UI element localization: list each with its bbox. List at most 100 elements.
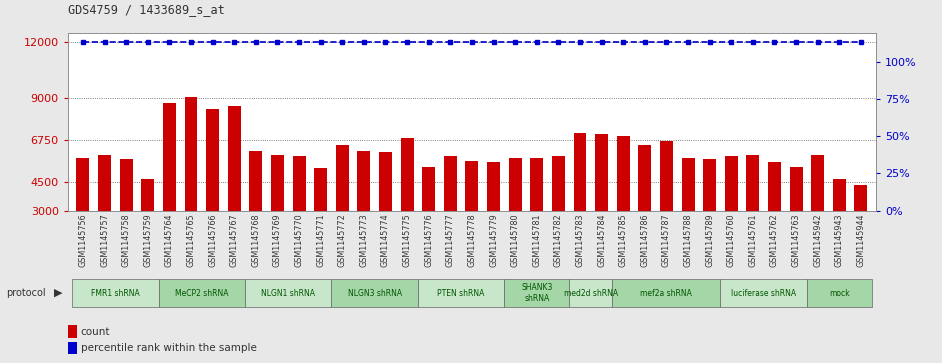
- Text: GDS4759 / 1433689_s_at: GDS4759 / 1433689_s_at: [68, 3, 224, 16]
- Text: GSM1145777: GSM1145777: [446, 213, 455, 267]
- Text: GSM1145786: GSM1145786: [641, 213, 649, 266]
- Bar: [612, 279, 721, 307]
- Text: GSM1145784: GSM1145784: [597, 213, 606, 266]
- Text: GSM1145769: GSM1145769: [273, 213, 282, 267]
- Bar: [509, 158, 522, 267]
- Text: GSM1145788: GSM1145788: [684, 213, 692, 266]
- Text: GSM1145783: GSM1145783: [576, 213, 584, 266]
- Text: GSM1145780: GSM1145780: [511, 213, 520, 266]
- Text: GSM1145764: GSM1145764: [165, 213, 174, 266]
- Text: GSM1145774: GSM1145774: [381, 213, 390, 267]
- Text: GSM1145778: GSM1145778: [467, 213, 477, 267]
- Bar: [379, 152, 392, 267]
- Text: GSM1145770: GSM1145770: [295, 213, 303, 267]
- Bar: [569, 279, 612, 307]
- Bar: [811, 155, 824, 267]
- Bar: [332, 279, 418, 307]
- Text: NLGN3 shRNA: NLGN3 shRNA: [348, 289, 401, 298]
- Text: GSM1145787: GSM1145787: [662, 213, 671, 267]
- Text: MeCP2 shRNA: MeCP2 shRNA: [175, 289, 229, 298]
- Text: GSM1145785: GSM1145785: [619, 213, 627, 267]
- Bar: [120, 159, 133, 267]
- Text: SHANK3
shRNA: SHANK3 shRNA: [521, 284, 552, 303]
- Bar: [98, 155, 111, 267]
- Bar: [504, 279, 569, 307]
- Text: GSM1145766: GSM1145766: [208, 213, 217, 266]
- Bar: [703, 159, 716, 267]
- Text: GSM1145944: GSM1145944: [856, 213, 866, 266]
- Bar: [68, 325, 77, 338]
- Text: GSM1145943: GSM1145943: [835, 213, 844, 266]
- Text: GSM1145761: GSM1145761: [748, 213, 757, 266]
- Text: GSM1145781: GSM1145781: [532, 213, 542, 266]
- Text: GSM1145771: GSM1145771: [317, 213, 325, 267]
- Text: protocol: protocol: [7, 288, 46, 298]
- Text: GSM1145757: GSM1145757: [100, 213, 109, 267]
- Bar: [721, 279, 807, 307]
- Bar: [682, 158, 694, 267]
- Text: NLGN1 shRNA: NLGN1 shRNA: [261, 289, 316, 298]
- Bar: [444, 156, 457, 267]
- Bar: [530, 158, 544, 267]
- Bar: [789, 167, 803, 267]
- Text: mef2a shRNA: mef2a shRNA: [641, 289, 692, 298]
- Text: GSM1145768: GSM1145768: [252, 213, 260, 266]
- Bar: [660, 141, 673, 267]
- Bar: [552, 156, 565, 267]
- Bar: [141, 179, 154, 267]
- Text: GSM1145763: GSM1145763: [791, 213, 801, 266]
- Bar: [418, 279, 504, 307]
- Bar: [271, 155, 284, 267]
- Bar: [854, 185, 868, 267]
- Bar: [315, 168, 327, 267]
- Bar: [465, 161, 479, 267]
- Text: GSM1145782: GSM1145782: [554, 213, 563, 267]
- Text: count: count: [80, 327, 110, 337]
- Bar: [250, 151, 262, 267]
- Bar: [185, 97, 198, 267]
- Text: GSM1145765: GSM1145765: [187, 213, 196, 267]
- Bar: [245, 279, 332, 307]
- Bar: [68, 342, 77, 354]
- Text: GSM1145760: GSM1145760: [727, 213, 736, 266]
- Text: GSM1145756: GSM1145756: [78, 213, 88, 267]
- Bar: [422, 167, 435, 267]
- Text: med2d shRNA: med2d shRNA: [563, 289, 618, 298]
- Text: GSM1145758: GSM1145758: [122, 213, 131, 267]
- Bar: [746, 155, 759, 267]
- Bar: [574, 133, 587, 267]
- Bar: [206, 109, 219, 267]
- Text: GSM1145759: GSM1145759: [143, 213, 153, 267]
- Bar: [595, 134, 609, 267]
- Bar: [639, 145, 651, 267]
- Bar: [163, 103, 176, 267]
- Bar: [400, 138, 414, 267]
- Text: GSM1145775: GSM1145775: [402, 213, 412, 267]
- Bar: [487, 162, 500, 267]
- Bar: [335, 145, 349, 267]
- Text: GSM1145942: GSM1145942: [813, 213, 822, 267]
- Text: GSM1145789: GSM1145789: [706, 213, 714, 267]
- Bar: [724, 156, 738, 267]
- Text: FMR1 shRNA: FMR1 shRNA: [91, 289, 139, 298]
- Bar: [768, 162, 781, 267]
- Text: GSM1145773: GSM1145773: [360, 213, 368, 267]
- Text: percentile rank within the sample: percentile rank within the sample: [80, 343, 256, 353]
- Text: ▶: ▶: [54, 288, 63, 298]
- Bar: [807, 279, 871, 307]
- Text: PTEN shRNA: PTEN shRNA: [437, 289, 485, 298]
- Text: luciferase shRNA: luciferase shRNA: [731, 289, 796, 298]
- Bar: [73, 279, 158, 307]
- Bar: [833, 179, 846, 267]
- Text: mock: mock: [829, 289, 850, 298]
- Text: GSM1145776: GSM1145776: [424, 213, 433, 267]
- Text: GSM1145767: GSM1145767: [230, 213, 238, 267]
- Bar: [76, 158, 89, 267]
- Text: GSM1145772: GSM1145772: [338, 213, 347, 267]
- Text: GSM1145762: GSM1145762: [770, 213, 779, 267]
- Bar: [617, 136, 629, 267]
- Text: GSM1145779: GSM1145779: [489, 213, 498, 267]
- Bar: [357, 151, 370, 267]
- Bar: [158, 279, 245, 307]
- Bar: [293, 156, 305, 267]
